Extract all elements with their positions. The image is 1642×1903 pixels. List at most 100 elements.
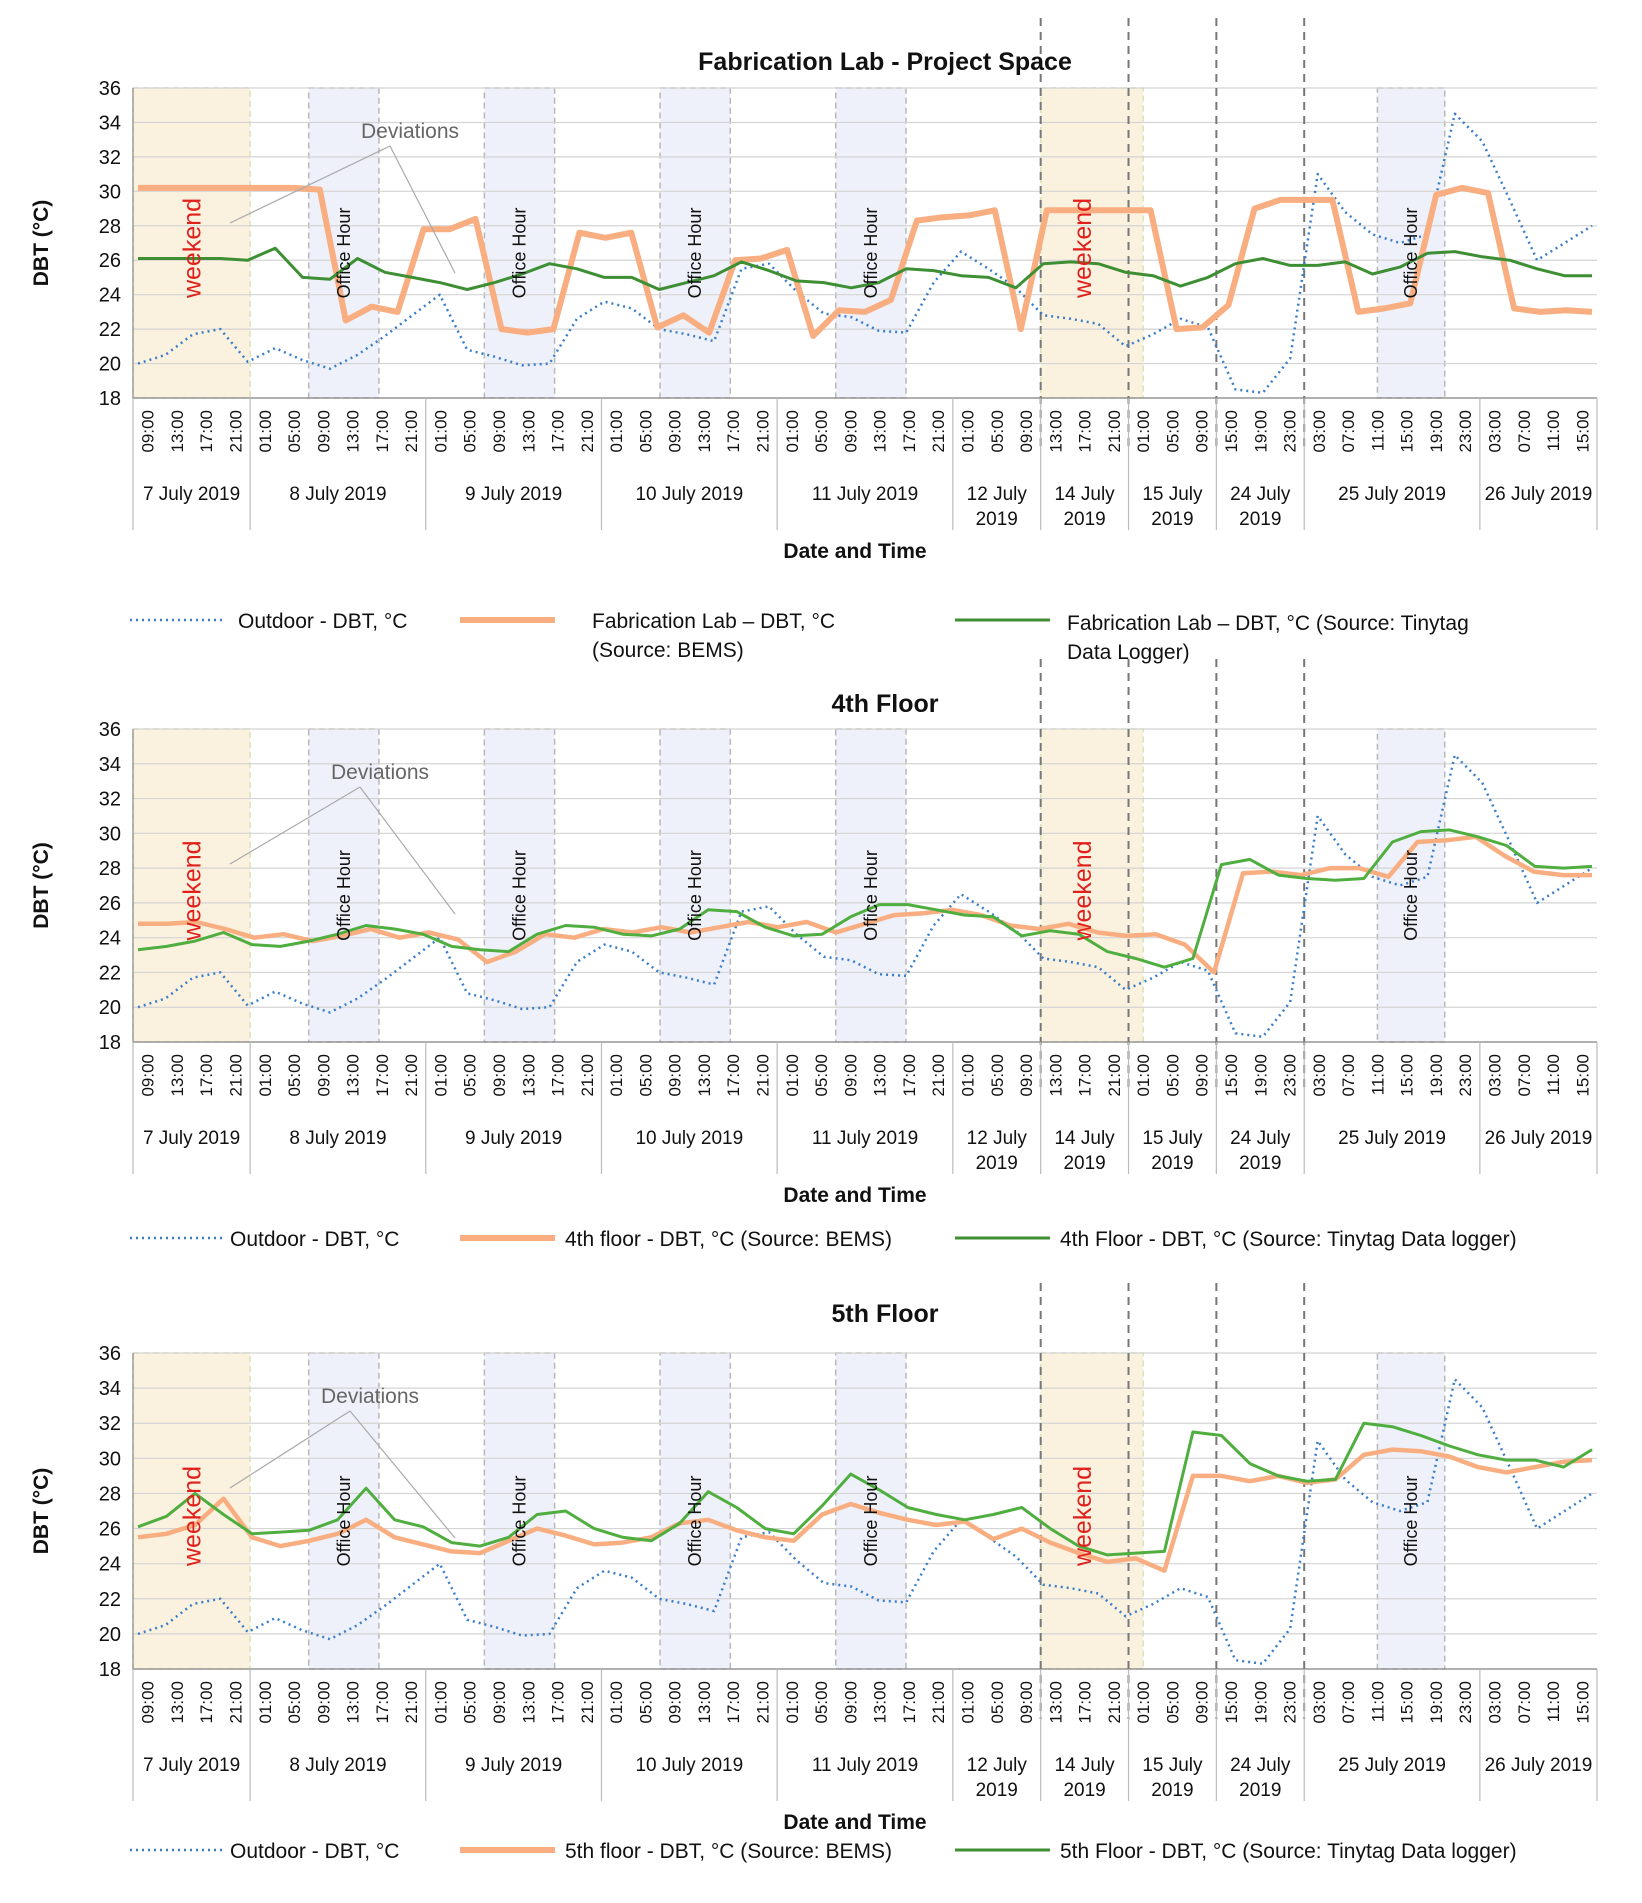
legend-bems: Fabrication Lab – DBT, °C: [592, 610, 835, 633]
x-tick-label: 01:00: [607, 1054, 626, 1097]
x-tick-label: 05:00: [988, 1054, 1007, 1097]
x-tick-label: 15:00: [1222, 1681, 1241, 1724]
x-tick-label: 17:00: [1076, 1054, 1095, 1097]
date-label: 12 July: [967, 1755, 1028, 1776]
x-tick-label: 11:00: [1544, 410, 1563, 451]
legend-bems: 5th floor - DBT, °C (Source: BEMS): [565, 1840, 892, 1863]
weekend-label: weekend: [1069, 1466, 1097, 1567]
date-label: 9 July 2019: [465, 1128, 562, 1149]
series-line-tinytag: [137, 1421, 1593, 1557]
weekend-label: weekend: [179, 198, 207, 299]
y-axis-label: DBT (°C): [30, 842, 53, 929]
x-tick-label: 21:00: [1105, 1054, 1124, 1097]
date-label: 15 July: [1142, 484, 1203, 505]
y-tick-label: 26: [99, 1519, 121, 1541]
deviation-pointer: [229, 786, 361, 865]
y-tick-label: 20: [99, 1624, 121, 1646]
chart-panel-1: 18 20 22 24 26 28 30 32 34 36 09:00 13:00 17:00 21:00…: [30, 18, 1598, 664]
y-tick-label: 18: [99, 1659, 121, 1681]
date-label: 2019: [976, 1153, 1018, 1174]
x-tick-label: 11:00: [1544, 1054, 1563, 1095]
y-tick-label: 24: [99, 285, 121, 307]
chart-panel-3: 18 20 22 24 26 28 30 32 34 36 09:00 13:00 17:00 21:00…: [30, 1283, 1598, 1863]
deviation-pointer: [359, 786, 456, 915]
y-tick-label: 24: [99, 1554, 121, 1576]
x-tick-label: 01:00: [256, 1681, 275, 1724]
x-tick-label: 19:00: [1251, 1681, 1270, 1724]
legend-outdoor: Outdoor - DBT, °C: [230, 1228, 399, 1251]
x-tick-label: 05:00: [1163, 1054, 1182, 1097]
deviation-pointer: [229, 145, 391, 224]
x-tick-label: 23:00: [1281, 1054, 1300, 1097]
date-label: 8 July 2019: [289, 1128, 386, 1149]
x-tick-label: 01:00: [958, 410, 977, 453]
weekend-band: [1039, 1352, 1144, 1670]
y-axis-label: DBT (°C): [30, 1468, 53, 1555]
office-hour-label: Office Hour: [861, 1476, 881, 1567]
deviation-pointer: [229, 1410, 351, 1489]
office-hour-label: Office Hour: [334, 1476, 354, 1567]
x-tick-label: 21:00: [402, 1681, 421, 1724]
x-tick-label: 13:00: [344, 1054, 363, 1097]
x-tick-label: 05:00: [461, 1054, 480, 1097]
chart-title: 4th Floor: [832, 690, 939, 718]
x-tick-label: 21:00: [578, 1681, 597, 1724]
x-tick-label: 13:00: [871, 410, 890, 453]
x-tick-label: 13:00: [871, 1054, 890, 1097]
x-tick-label: 11:00: [1544, 1681, 1563, 1722]
x-tick-label: 23:00: [1456, 1681, 1475, 1724]
x-tick-label: 01:00: [256, 410, 275, 453]
x-tick-label: 05:00: [988, 1681, 1007, 1724]
y-tick-label: 34: [99, 1378, 121, 1400]
y-tick-label: 26: [99, 250, 121, 272]
x-tick-label: 17:00: [373, 1054, 392, 1097]
x-tick-label: 05:00: [636, 1054, 655, 1097]
x-tick-label: 19:00: [1427, 1681, 1446, 1724]
x-tick-label: 13:00: [695, 1681, 714, 1724]
x-tick-label: 01:00: [1134, 1681, 1153, 1724]
x-tick-label: 21:00: [578, 410, 597, 453]
x-tick-label: 21:00: [402, 410, 421, 453]
x-tick-label: 21:00: [578, 1054, 597, 1097]
date-label: 12 July: [967, 484, 1028, 505]
x-tick-label: 05:00: [1163, 410, 1182, 453]
series-line-tinytag: [137, 828, 1593, 969]
legend: Outdoor - DBT, °C 5th floor - DBT, °C (So…: [130, 1840, 1517, 1863]
x-tick-label: 09:00: [1193, 1681, 1212, 1724]
x-tick-label: 15:00: [1573, 410, 1592, 453]
y-tick-label: 20: [99, 354, 121, 376]
x-tick-label: 13:00: [695, 410, 714, 453]
x-tick-label: 13:00: [871, 1681, 890, 1724]
date-label: 2019: [1239, 1780, 1281, 1801]
date-label: 26 July 2019: [1485, 484, 1593, 505]
x-tick-label: 01:00: [431, 410, 450, 453]
y-tick-label: 30: [99, 181, 121, 203]
x-tick-label: 17:00: [900, 1054, 919, 1097]
weekend-band: [1039, 87, 1144, 399]
x-tick-label: 17:00: [549, 1681, 568, 1724]
x-tick-label: 09:00: [490, 1681, 509, 1724]
y-tick-label: 34: [99, 112, 121, 134]
y-tick-label: 32: [99, 789, 121, 811]
x-tick-label: 09:00: [490, 410, 509, 453]
y-tick-label: 36: [99, 78, 121, 100]
x-tick-label: 21:00: [754, 1681, 773, 1724]
weekend-label: weekend: [179, 1466, 207, 1567]
x-tick-label: 19:00: [1427, 410, 1446, 453]
date-label: 2019: [1063, 509, 1105, 530]
deviations-label: Deviations: [331, 761, 429, 784]
x-tick-label: 07:00: [1339, 410, 1358, 453]
x-tick-label: 09:00: [1193, 1054, 1212, 1097]
x-tick-label: 21:00: [226, 1681, 245, 1724]
date-label: 7 July 2019: [143, 484, 240, 505]
office-hour-label: Office Hour: [509, 850, 529, 941]
x-tick-label: 17:00: [900, 1681, 919, 1724]
y-tick-label: 22: [99, 319, 121, 341]
x-tick-label: 21:00: [226, 1054, 245, 1097]
y-tick-label: 22: [99, 962, 121, 984]
x-tick-label: 13:00: [1046, 410, 1065, 453]
x-tick-label: 09:00: [841, 1681, 860, 1724]
date-label: 9 July 2019: [465, 1755, 562, 1776]
office-hour-band: [1376, 87, 1446, 399]
date-label: 2019: [1063, 1153, 1105, 1174]
